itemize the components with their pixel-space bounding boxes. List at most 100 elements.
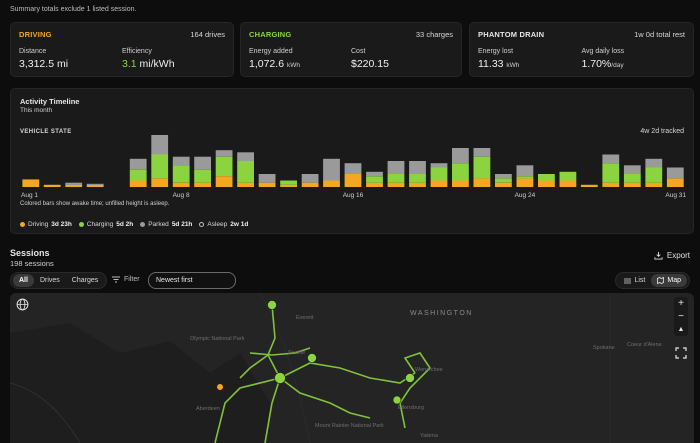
sort-select[interactable]: Newest first [148, 272, 236, 289]
card-title: CHARGING [249, 30, 292, 39]
legend-item-parked: Parked 5d 21h [140, 221, 192, 228]
zoom-out-button[interactable]: − [678, 311, 684, 322]
map-label: Map [667, 277, 681, 284]
view-toggle: List Map [615, 272, 690, 289]
bar-driving-23 [495, 182, 512, 187]
bar-parked-3 [65, 182, 83, 185]
list-label: List [634, 277, 646, 284]
vehicle-state-label: VEHICLE STATE [20, 129, 72, 135]
bar-parked-11 [237, 152, 254, 161]
map-label: Spokane [593, 345, 615, 351]
metric-value: 1,072.6 [249, 58, 285, 70]
card-title: DRIVING [19, 30, 52, 39]
map-label: Mount Rainier National Park [315, 423, 384, 429]
bar-driving-11 [237, 182, 254, 187]
bar-parked-12 [258, 174, 276, 183]
zoom-in-button[interactable]: + [678, 298, 684, 309]
card-count: 33 charges [415, 30, 453, 39]
bar-driving-7 [151, 178, 169, 187]
chip-charges[interactable]: Charges [71, 277, 99, 284]
bar-driving-27 [580, 184, 598, 187]
bar-parked-28 [602, 154, 620, 164]
bar-charging-26 [559, 171, 577, 181]
bar-parked-7 [151, 135, 169, 155]
legend-dot [140, 221, 146, 227]
activity-timeline: Activity Timeline This month VEHICLE STA… [10, 88, 694, 234]
legend-dot [20, 221, 25, 227]
bar-parked-29 [623, 165, 641, 174]
x-tick-label: Aug 1 [21, 192, 38, 199]
bar-charging-11 [237, 161, 254, 183]
chart-legend: Driving 3d 23h Charging 5d 2h Parked 5d 21h As… [20, 221, 248, 228]
export-button[interactable]: Export [654, 251, 690, 260]
bar-charging-20 [430, 167, 448, 181]
map-label: Aberdeen [196, 406, 220, 412]
timeline-subtitle: This month [20, 107, 53, 114]
bar-parked-30 [645, 158, 663, 168]
bar-parked-14 [301, 174, 319, 183]
bar-driving-18 [387, 182, 405, 187]
bar-driving-6 [129, 180, 147, 187]
bar-driving-1 [22, 179, 40, 187]
card-count: 1w 0d total rest [634, 30, 685, 39]
summary-note: Summary totals exclude 1 listed session. [10, 6, 137, 13]
sessions-title: Sessions [10, 248, 50, 258]
bar-driving-20 [430, 180, 448, 187]
map-label: Ellensburg [398, 405, 424, 411]
bar-parked-21 [452, 148, 469, 164]
bar-parked-31 [666, 167, 684, 179]
bar-parked-23 [495, 174, 512, 179]
bar-charging-19 [409, 174, 426, 183]
bar-parked-18 [387, 161, 405, 174]
bar-parked-22 [473, 148, 491, 157]
phantom-drain-card: PHANTOM DRAIN 1w 0d total rest Energy lo… [469, 22, 694, 77]
legend-dot [78, 221, 84, 227]
metric-label: Cost [351, 48, 366, 55]
bar-driving-8 [172, 182, 190, 187]
map-label: Seattle [288, 350, 306, 356]
bar-charging-18 [387, 174, 405, 183]
fullscreen-icon[interactable] [674, 347, 688, 359]
map-label: Yakima [420, 433, 438, 439]
list-view-button[interactable]: List [618, 274, 651, 287]
bar-driving-26 [559, 180, 577, 187]
legend-value: 5d 21h [171, 221, 193, 228]
map-label: Everett [296, 315, 314, 321]
map-canvas [10, 293, 611, 443]
metric-label: Avg daily loss [581, 48, 625, 55]
bar-driving-13 [280, 184, 297, 187]
bar-driving-14 [301, 182, 319, 187]
bar-parked-17 [366, 171, 383, 177]
bar-charging-25 [538, 174, 555, 181]
legend-value: 5d 2h [116, 221, 134, 228]
zoom-controls: + − ▲ [674, 297, 688, 336]
chip-all[interactable]: All [13, 274, 34, 287]
bar-charging-17 [366, 176, 383, 183]
timeline-title: Activity Timeline [20, 97, 80, 106]
bar-driving-30 [645, 182, 663, 187]
filter-button[interactable]: Filter [112, 276, 140, 283]
bar-parked-8 [172, 156, 190, 166]
session-markers [267, 300, 415, 405]
bar-charging-23 [495, 178, 512, 183]
bar-driving-21 [452, 180, 469, 187]
driving-card: DRIVING 164 drives Distance 3,312.5 mi E… [10, 22, 234, 77]
bar-parked-10 [215, 150, 233, 157]
metric-unit: kWh [286, 62, 300, 69]
sessions-map[interactable]: WASHINGTON Olympic National Park Seattle… [10, 293, 694, 443]
bar-charging-7 [151, 154, 169, 179]
map-view-button[interactable]: Map [651, 274, 687, 287]
metric-unit: mi/kWh [139, 58, 175, 70]
bar-driving-9 [194, 182, 211, 187]
bar-charging-30 [645, 167, 663, 183]
compass-icon[interactable]: ▲ [677, 326, 685, 333]
metric-label: Energy lost [478, 48, 514, 55]
metric-value: 3.1 [122, 58, 137, 70]
metric-unit: kWh [506, 62, 520, 69]
globe-icon[interactable] [16, 298, 29, 311]
chip-drives[interactable]: Drives [39, 277, 60, 284]
vehicle-state-chart: Aug 1 Aug 8 Aug 16 Aug 24 Aug 31 [21, 135, 686, 199]
x-tick-label: Aug 8 [173, 192, 190, 199]
filter-label: Filter [124, 276, 140, 283]
bar-charging-13 [280, 180, 297, 185]
